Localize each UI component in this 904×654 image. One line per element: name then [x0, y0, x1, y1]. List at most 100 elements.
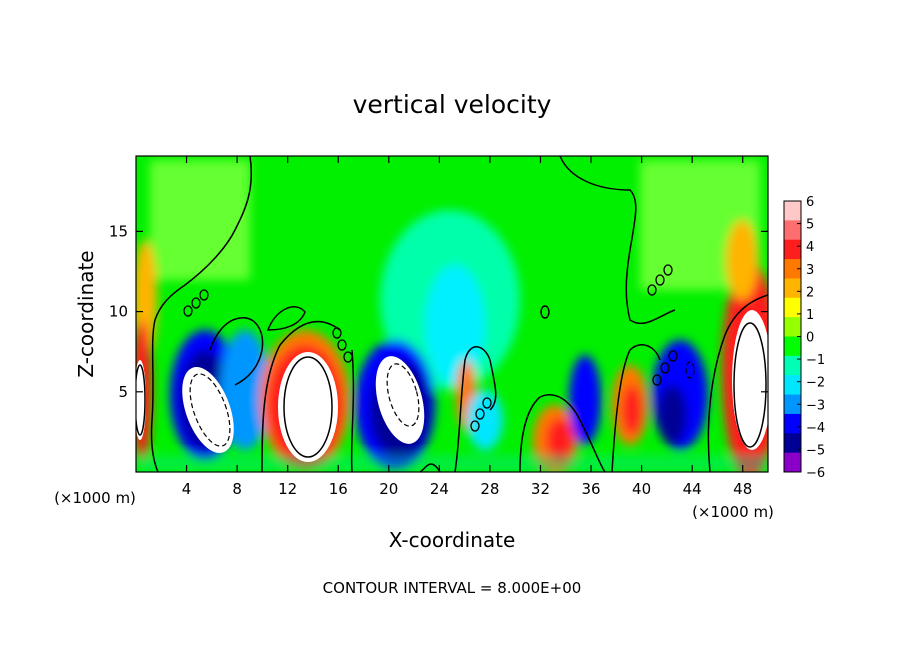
core-up2	[278, 352, 338, 462]
x-tick-label: 16	[329, 480, 348, 498]
colorbar-swatch	[784, 336, 801, 357]
ring-8	[475, 408, 485, 420]
x-tick-label: 20	[379, 480, 398, 498]
colorbar-tick-label: 5	[806, 218, 814, 233]
contour-zero-g	[519, 394, 606, 472]
y-tick-label: 5	[118, 383, 128, 401]
colorbar-tick-label: 2	[806, 285, 814, 300]
field-center-core	[425, 265, 485, 385]
x-tick-label: 32	[531, 480, 550, 498]
contour-neg-down5	[685, 361, 695, 379]
ring-14	[660, 362, 670, 374]
colorbar-swatch	[784, 394, 801, 415]
ring-13	[652, 374, 662, 386]
core-right	[732, 310, 768, 450]
colorbar-tick-label: 1	[806, 308, 814, 323]
field-down4	[569, 355, 601, 445]
ring-5	[337, 339, 347, 351]
contour-zero-left	[150, 156, 253, 472]
x-unit-left: (×1000 m)	[54, 489, 136, 507]
colorbar-swatch	[784, 452, 801, 473]
ring-12	[663, 264, 673, 276]
colorbar-tick-label: 6	[806, 195, 814, 210]
ring-10	[647, 284, 657, 296]
x-tick-label: 24	[430, 480, 449, 498]
field-up5-red	[622, 385, 642, 435]
ring-2	[191, 297, 201, 309]
x-tick-label: 36	[581, 480, 600, 498]
extreme-cores	[136, 310, 768, 462]
x-tick-label: 4	[182, 480, 192, 498]
core-down2	[375, 356, 425, 444]
contour-zero-a	[209, 317, 264, 386]
colorbar-swatch	[784, 220, 801, 241]
contour-zero-h	[559, 156, 676, 325]
y-axis-label: Z-coordinate	[74, 250, 98, 377]
field-bottom	[136, 455, 768, 472]
colorbar-tick-label: −4	[806, 421, 825, 436]
field-right-orange	[726, 220, 758, 300]
contour-zero-e	[419, 463, 441, 472]
colorbar-swatch	[784, 375, 801, 396]
contour-zero-f	[454, 346, 497, 472]
ring-4	[332, 327, 342, 339]
field-up4-red	[546, 418, 574, 462]
x-tick-label: 8	[232, 480, 242, 498]
colorbar-tick-label: 0	[806, 331, 814, 346]
y-tick-label: 15	[109, 222, 128, 240]
ring-1	[183, 305, 193, 317]
chart-title: vertical velocity	[353, 90, 552, 119]
plot-frame	[135, 155, 769, 473]
ring-7	[470, 420, 480, 432]
colorbar-swatch	[784, 297, 801, 318]
colorbar-tick-label: −5	[806, 443, 825, 458]
colorbar-tick-label: −1	[806, 353, 825, 368]
colorbar-swatch	[784, 201, 801, 221]
plot-area	[136, 156, 768, 472]
contour-dashed	[189, 361, 695, 447]
colorbar-tick-label: −6	[806, 466, 825, 481]
colorbar-tick-label: −3	[806, 398, 825, 413]
colorbar-swatch	[784, 278, 801, 299]
x-tick-label: 48	[733, 480, 752, 498]
colorbar-tick-label: 3	[806, 263, 814, 278]
x-axis-label: X-coordinate	[389, 528, 516, 552]
field-upper-left	[150, 160, 250, 280]
y-tick-label: 10	[109, 303, 128, 321]
contour-zero-b	[261, 320, 341, 472]
contour-zero-c	[266, 306, 306, 331]
colorbar-swatch	[784, 239, 801, 260]
colorbar: 6 5 4 3 2 1 0 −1 −2 −3 −4 −5 −6	[783, 195, 825, 481]
contour-neg-down1	[189, 373, 231, 447]
ring-9	[482, 397, 492, 409]
x-unit-right: (×1000 m)	[692, 503, 774, 521]
contour-zero-d	[350, 349, 355, 472]
ring-15	[668, 350, 678, 362]
colorbar-tick-label: 4	[806, 240, 814, 255]
ring-3	[199, 289, 209, 301]
colorbar-swatch	[784, 355, 801, 376]
colorbar-swatch	[784, 259, 801, 279]
contour-pos-left	[136, 364, 146, 436]
contour-neg-down2	[386, 363, 420, 427]
contour-lines	[136, 156, 768, 472]
contour-label-rings	[183, 264, 678, 432]
x-tick-label: 28	[480, 480, 499, 498]
core-down1	[182, 367, 234, 453]
contour-zero-i	[611, 344, 661, 472]
contour-interval-label: CONTOUR INTERVAL = 8.000E+00	[323, 579, 582, 597]
contour-pos-up2	[283, 356, 333, 458]
colorbar-tick-label: −2	[806, 376, 825, 391]
colorbar-swatch	[784, 413, 801, 434]
colorbar-swatch	[784, 433, 801, 454]
x-tick-label: 12	[278, 480, 297, 498]
field-down5-dark	[657, 385, 687, 445]
x-tick-label: 40	[632, 480, 651, 498]
contour-pos-right	[733, 322, 767, 448]
ring-11	[655, 274, 665, 286]
x-tick-label: 44	[683, 480, 702, 498]
colorbar-swatch	[784, 317, 801, 337]
contour-zero-k	[540, 305, 550, 319]
contour-zero-j	[707, 294, 768, 472]
